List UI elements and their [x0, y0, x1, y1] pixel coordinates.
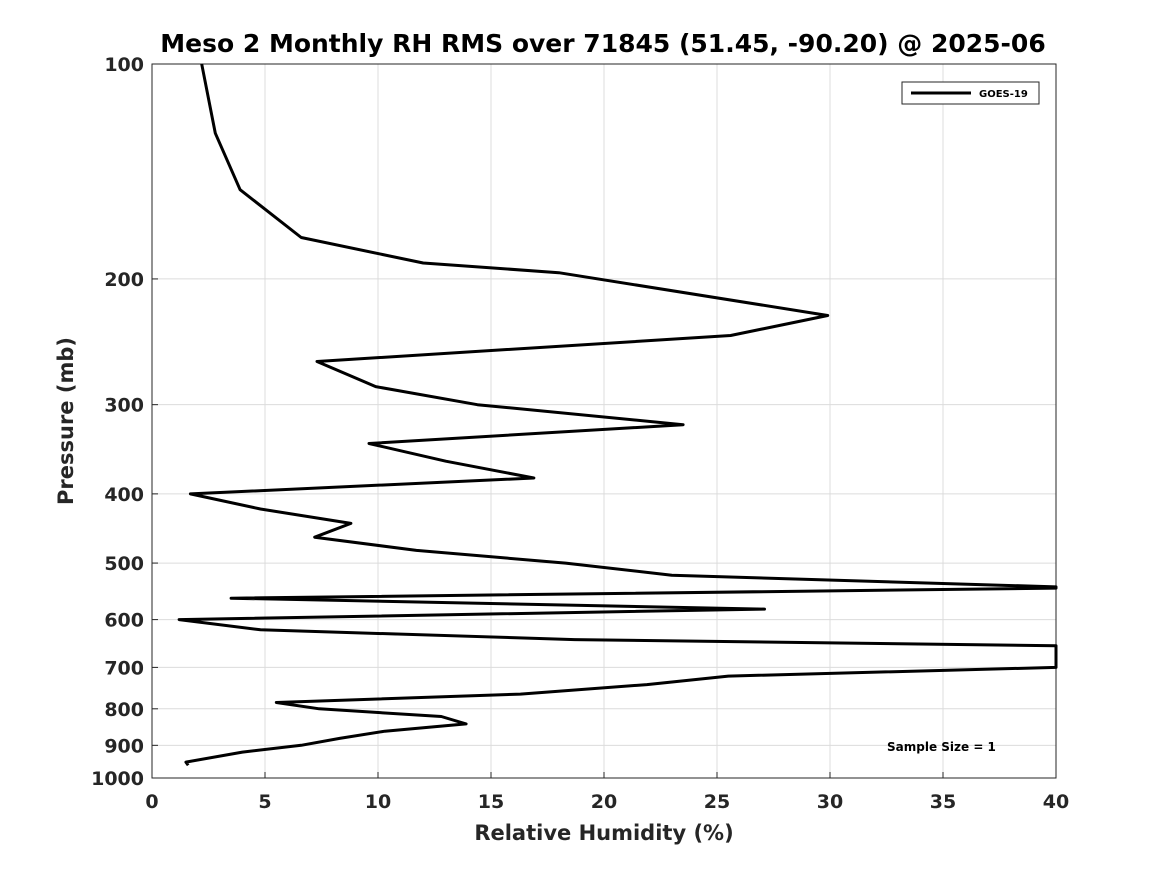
legend-label-goes19: GOES-19 — [979, 89, 1028, 100]
x-tick-label: 25 — [704, 791, 730, 813]
x-tick-label: 0 — [145, 791, 158, 813]
y-axis-label: Pressure (mb) — [54, 337, 78, 505]
y-tick-label: 900 — [104, 735, 144, 757]
y-tick-label: 500 — [104, 553, 144, 575]
series-layer — [177, 63, 1058, 767]
x-tick-label: 35 — [930, 791, 956, 813]
x-axis-label: Relative Humidity (%) — [474, 821, 733, 845]
x-tick-label: 5 — [258, 791, 271, 813]
chart-title: Meso 2 Monthly RH RMS over 71845 (51.45,… — [160, 29, 1045, 58]
y-tick-label: 1000 — [91, 768, 144, 790]
y-axis-ticks: 100 200 300 400 500 600 700 800 900 1000 — [91, 54, 158, 790]
x-axis-ticks: 0 5 10 15 20 25 30 35 40 — [145, 772, 1069, 813]
y-tick-label: 200 — [104, 269, 144, 291]
y-tick-label: 400 — [104, 484, 144, 506]
sample-size-annotation: Sample Size = 1 — [887, 740, 996, 754]
x-tick-label: 30 — [817, 791, 843, 813]
y-tick-label: 300 — [104, 395, 144, 417]
y-tick-label: 800 — [104, 699, 144, 721]
y-tick-label: 600 — [104, 610, 144, 632]
legend: GOES-19 — [901, 81, 1040, 105]
grid — [151, 63, 1057, 779]
x-tick-label: 40 — [1043, 791, 1069, 813]
x-tick-label: 20 — [591, 791, 617, 813]
y-tick-label: 100 — [104, 54, 144, 76]
series-line-goes-19 — [177, 63, 1058, 767]
x-tick-label: 10 — [365, 791, 391, 813]
x-tick-label: 15 — [478, 791, 504, 813]
y-tick-label: 700 — [104, 657, 144, 679]
